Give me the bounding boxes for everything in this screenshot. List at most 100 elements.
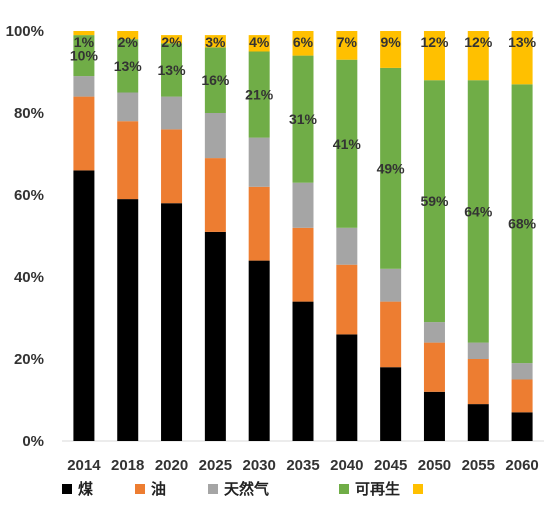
- legend-swatch: [62, 484, 72, 494]
- bar-segment: [292, 31, 314, 56]
- data-label-top: 1%: [74, 34, 95, 50]
- bar-segment: [161, 96, 183, 130]
- bar-segment: [467, 31, 489, 81]
- bar-segment: [511, 31, 533, 85]
- data-label-top: 13%: [508, 34, 537, 50]
- data-label-renewable: 13%: [158, 62, 187, 78]
- data-label-top: 9%: [381, 34, 402, 50]
- legend: 煤 油 天然气 可再生: [62, 480, 423, 498]
- y-tick-label: 80%: [14, 105, 44, 122]
- bar-segment: [423, 322, 445, 343]
- bar-segment: [380, 301, 402, 368]
- bar-segment: [248, 186, 270, 261]
- data-label-top: 2%: [118, 34, 139, 50]
- data-labels: 10%1% 13% 2% 13% 2% 16% 3% 21% 4% 31% 6% 41% 7% 49% 9%…: [70, 34, 537, 232]
- x-tick-label: 2025: [199, 457, 232, 474]
- bar-segment: [73, 96, 95, 171]
- bar-segment: [336, 59, 358, 228]
- bar-segment: [248, 35, 270, 52]
- data-label-top: 6%: [293, 34, 314, 50]
- bar-segment: [511, 379, 533, 413]
- bars: [73, 31, 533, 441]
- bar-segment: [467, 359, 489, 405]
- bar-segment: [292, 301, 314, 441]
- x-tick-label: 2050: [418, 457, 451, 474]
- data-label-top: 12%: [420, 34, 449, 50]
- bar-segment: [161, 43, 183, 97]
- x-tick-label: 2020: [155, 457, 188, 474]
- y-tick-label: 40%: [14, 269, 44, 286]
- bar-segment: [511, 84, 533, 364]
- bar-segment: [117, 92, 139, 122]
- bar-segment: [423, 31, 445, 81]
- bar-segment: [161, 35, 183, 44]
- y-tick-label: 0%: [22, 433, 44, 450]
- x-tick-label: 2055: [462, 457, 495, 474]
- bar-segment: [117, 39, 139, 93]
- legend-label: 天然气: [224, 480, 269, 498]
- bar-segment: [117, 199, 139, 441]
- x-tick-label: 2060: [505, 457, 538, 474]
- bar-segment: [336, 227, 358, 265]
- bar-segment: [73, 170, 95, 441]
- bar-segment: [73, 31, 95, 36]
- legend-swatch: [339, 484, 349, 494]
- bar-segment: [292, 55, 314, 183]
- legend-swatch: [135, 484, 145, 494]
- bar-segment: [292, 227, 314, 302]
- data-label-renewable: 31%: [289, 111, 318, 127]
- bar-segment: [423, 391, 445, 441]
- legend-label: 可再生: [355, 480, 400, 498]
- bar-segment: [511, 363, 533, 380]
- bar-segment: [423, 80, 445, 323]
- data-label-renewable: 41%: [333, 136, 362, 152]
- bar-segment: [204, 158, 226, 232]
- data-label-renewable: 59%: [420, 193, 449, 209]
- bar-segment: [204, 35, 226, 48]
- x-tick-label: 2018: [111, 457, 144, 474]
- data-label-top: 3%: [205, 34, 226, 50]
- bar-segment: [336, 264, 358, 335]
- data-label-renewable: 10%: [70, 48, 99, 64]
- data-label-renewable: 49%: [377, 160, 406, 176]
- bar-segment: [73, 76, 95, 97]
- legend-swatch: [413, 484, 423, 494]
- data-label-top: 4%: [249, 34, 270, 50]
- data-label-top: 7%: [337, 34, 358, 50]
- bar-segment: [380, 367, 402, 441]
- bar-segment: [161, 203, 183, 441]
- legend-label: 油: [151, 480, 166, 498]
- x-tick-label: 2040: [330, 457, 363, 474]
- data-label-renewable: 64%: [464, 203, 493, 219]
- data-label-renewable: 68%: [508, 216, 537, 232]
- bar-segment: [423, 342, 445, 392]
- bar-segment: [467, 342, 489, 359]
- bar-segment: [380, 31, 402, 68]
- bar-segment: [380, 268, 402, 302]
- bar-segment: [292, 182, 314, 228]
- bar-segment: [204, 113, 226, 159]
- bar-segment: [380, 67, 402, 269]
- bar-segment: [204, 47, 226, 113]
- bar-segment: [248, 51, 270, 138]
- axes: 0% 20% 40% 60% 80% 100% 2014 2018 2020 2025 2030 20…: [6, 23, 544, 474]
- bar-segment: [336, 31, 358, 60]
- data-label-renewable: 13%: [114, 58, 143, 74]
- data-label-renewable: 16%: [201, 72, 230, 88]
- bar-segment: [117, 31, 139, 40]
- x-tick-label: 2030: [242, 457, 275, 474]
- bar-segment: [248, 260, 270, 441]
- data-label-top: 2%: [161, 34, 182, 50]
- data-label-top: 12%: [464, 34, 493, 50]
- bar-segment: [204, 231, 226, 441]
- bar-segment: [336, 334, 358, 441]
- y-tick-label: 100%: [6, 23, 44, 40]
- y-tick-label: 60%: [14, 187, 44, 204]
- x-tick-label: 2014: [67, 457, 101, 474]
- legend-swatch: [208, 484, 218, 494]
- bar-segment: [467, 80, 489, 343]
- bar-segment: [467, 404, 489, 441]
- bar-segment: [248, 137, 270, 187]
- data-label-renewable: 21%: [245, 87, 274, 103]
